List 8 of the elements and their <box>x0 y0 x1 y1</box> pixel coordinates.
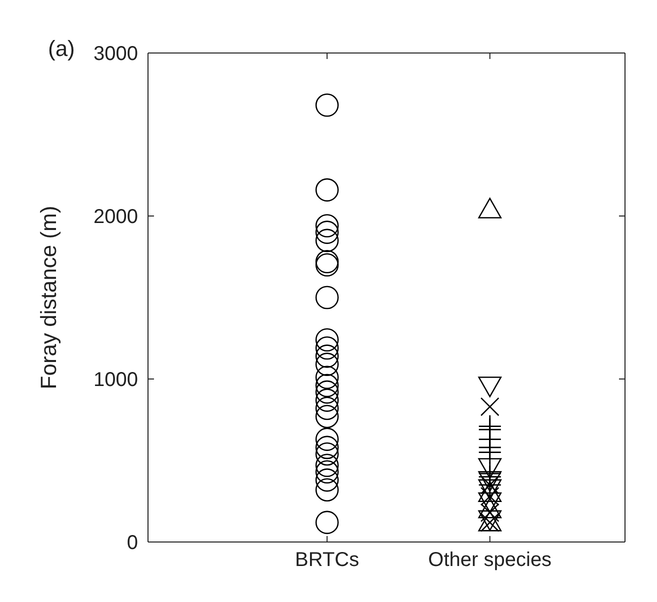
y-tick-label: 0 <box>126 532 138 554</box>
x-tick-label: Other species <box>428 549 552 572</box>
y-tick-label: 2000 <box>94 206 138 228</box>
x-tick-label: BRTCs <box>295 549 360 572</box>
chart-title: (a) <box>48 36 75 62</box>
y-tick-label: 3000 <box>94 43 138 66</box>
y-axis-title: Foray distance (m) <box>36 206 61 390</box>
y-tick-label: 1000 <box>94 369 138 392</box>
